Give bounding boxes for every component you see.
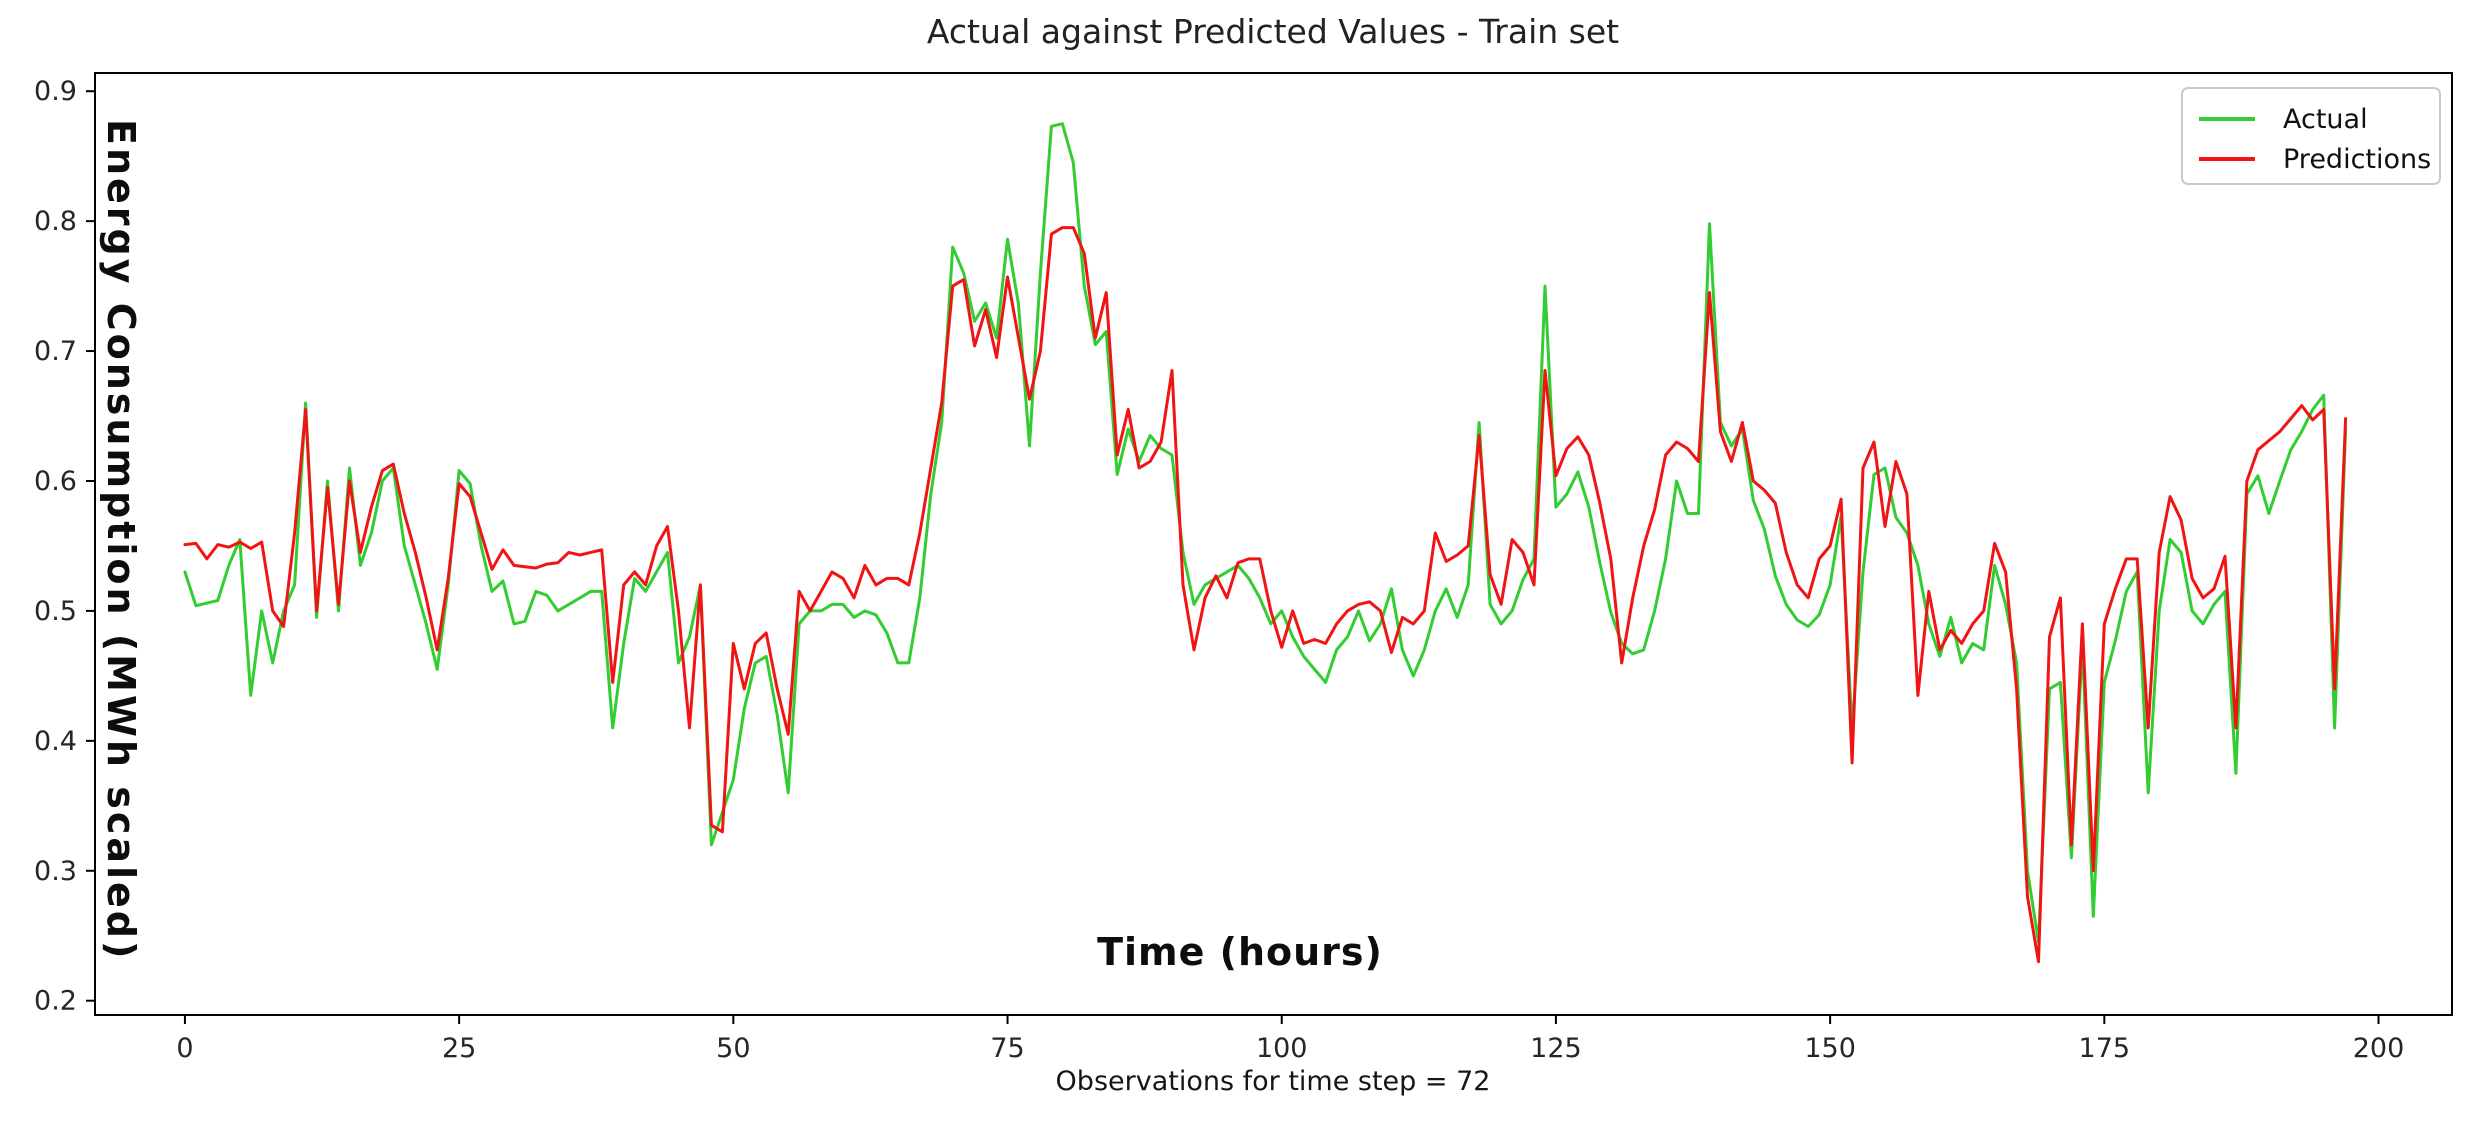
- legend-entry-predictions: Predictions: [2199, 139, 2439, 179]
- x-tick-label: 50: [716, 1033, 750, 1064]
- x-tick-label: 0: [176, 1033, 193, 1064]
- y-tick-label: 0.9: [34, 76, 77, 107]
- x-axis-label: Observations for time step = 72: [1055, 1066, 1491, 1097]
- y-axis-label: Energy Consumption (MWh scaled): [99, 118, 143, 962]
- chart-title: Actual against Predicted Values - Train …: [926, 12, 1620, 51]
- axes-spines: [94, 72, 2453, 1016]
- legend-entry-actual: Actual: [2199, 99, 2439, 139]
- y-tick-label: 0.7: [34, 336, 77, 367]
- x-tick-label: 175: [2079, 1033, 2131, 1064]
- actual-line-swatch: [2199, 117, 2255, 121]
- predictions-line: [183, 226, 2348, 964]
- y-tick-label: 0.4: [34, 726, 77, 757]
- x-tick-label: 100: [1256, 1033, 1308, 1064]
- y-tick-label: 0.8: [34, 206, 77, 237]
- x-tick-label: 125: [1530, 1033, 1582, 1064]
- y-tick-label: 0.6: [34, 466, 77, 497]
- x-tick-label: 200: [2353, 1033, 2405, 1064]
- legend-label-predictions: Predictions: [2283, 143, 2432, 175]
- predictions-line-swatch: [2199, 157, 2255, 161]
- actual-line: [183, 122, 2348, 944]
- time-hours-annotation: Time (hours): [1097, 930, 1383, 974]
- x-tick-label: 25: [442, 1033, 476, 1064]
- y-tick-label: 0.2: [34, 986, 77, 1017]
- x-tick-label: 75: [990, 1033, 1024, 1064]
- y-tick-label: 0.3: [34, 856, 77, 887]
- legend-label-actual: Actual: [2283, 103, 2368, 135]
- legend: Actual Predictions: [2181, 87, 2441, 185]
- y-tick-label: 0.5: [34, 596, 77, 627]
- x-tick-label: 150: [1804, 1033, 1856, 1064]
